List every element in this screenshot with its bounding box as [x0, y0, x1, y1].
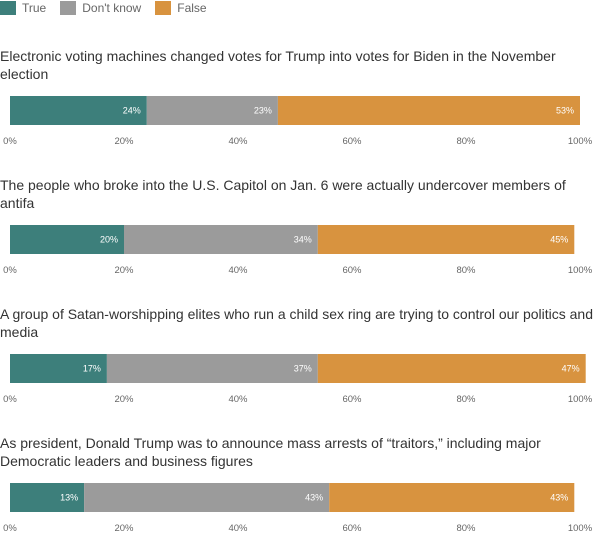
bar-segment-dont-know: [146, 96, 278, 125]
chart-panel-3: A group of Satan-worshipping elites who …: [0, 305, 600, 405]
x-tick-label: 80%: [456, 136, 476, 147]
x-tick-label: 100%: [568, 136, 593, 147]
bar-segment-true: [10, 354, 107, 383]
question-text: Electronic voting machines changed votes…: [0, 48, 556, 82]
x-tick-label: 40%: [228, 394, 248, 405]
chart-panel-2: The people who broke into the U.S. Capit…: [0, 176, 600, 276]
x-tick-label: 80%: [456, 523, 476, 534]
x-tick-label: 60%: [342, 394, 362, 405]
data-label-false: 53%: [556, 106, 574, 116]
data-label-dont-know: 23%: [254, 106, 272, 116]
stacked-bar-chart: 20% 34% 45% 0% 20% 40% 60% 80% 100%: [3, 225, 593, 276]
bar-segment-dont-know: [84, 483, 330, 512]
legend-label-true: True: [22, 1, 47, 15]
x-tick-label: 20%: [114, 394, 134, 405]
legend-swatch-dont-know: [60, 1, 77, 15]
bar-segment-false: [277, 96, 580, 125]
x-tick-label: 0%: [3, 523, 17, 534]
x-tick-label: 0%: [3, 265, 17, 276]
x-tick-label: 20%: [114, 523, 134, 534]
x-tick-label: 80%: [456, 265, 476, 276]
question-text: A group of Satan-worshipping elites who …: [0, 306, 593, 340]
x-tick-label: 60%: [342, 523, 362, 534]
chart-panel-1: Electronic voting machines changed votes…: [0, 47, 600, 147]
bar-segment-true: [10, 483, 85, 512]
bar-segment-false: [317, 225, 575, 254]
question-text: The people who broke into the U.S. Capit…: [0, 177, 566, 211]
bar-segment-false: [329, 483, 575, 512]
data-label-true: 13%: [60, 493, 78, 503]
x-tick-label: 20%: [114, 265, 134, 276]
legend-swatch-false: [155, 1, 172, 15]
data-label-false: 47%: [562, 364, 580, 374]
x-tick-label: 60%: [342, 136, 362, 147]
x-tick-label: 100%: [568, 394, 593, 405]
legend-item-false: False: [155, 1, 207, 15]
data-label-dont-know: 43%: [305, 493, 323, 503]
x-tick-label: 0%: [3, 136, 17, 147]
x-tick-label: 80%: [456, 394, 476, 405]
data-label-dont-know: 37%: [294, 364, 312, 374]
question-text: As president, Donald Trump was to announ…: [0, 435, 541, 469]
legend-label-dont-know: Don't know: [82, 1, 142, 15]
data-label-true: 17%: [83, 364, 101, 374]
bar-segment-true: [10, 225, 124, 254]
legend: True Don't know False: [0, 0, 221, 16]
chart-panel-4: As president, Donald Trump was to announ…: [0, 434, 600, 534]
legend-item-true: True: [0, 1, 46, 15]
x-tick-label: 100%: [568, 523, 593, 534]
stacked-bar-chart: 13% 43% 43% 0% 20% 40% 60% 80% 100%: [3, 483, 593, 534]
bar-segment-dont-know: [106, 354, 318, 383]
data-label-dont-know: 34%: [294, 235, 312, 245]
bar-segment-false: [317, 354, 586, 383]
legend-item-dont-know: Don't know: [60, 1, 141, 15]
x-tick-label: 40%: [228, 523, 248, 534]
x-tick-label: 40%: [228, 136, 248, 147]
x-tick-label: 100%: [568, 265, 593, 276]
legend-swatch-true: [0, 1, 16, 15]
bar-segment-true: [10, 96, 147, 125]
x-tick-label: 0%: [3, 394, 17, 405]
x-tick-label: 20%: [114, 136, 134, 147]
bar-segment-dont-know: [124, 225, 318, 254]
legend-label-false: False: [177, 1, 207, 15]
x-tick-label: 40%: [228, 265, 248, 276]
stacked-bar-chart: 24% 23% 53% 0% 20% 40% 60% 80% 100%: [3, 96, 593, 147]
data-label-false: 45%: [550, 235, 568, 245]
data-label-false: 43%: [550, 493, 568, 503]
data-label-true: 24%: [123, 106, 141, 116]
data-label-true: 20%: [100, 235, 118, 245]
x-tick-label: 60%: [342, 265, 362, 276]
stacked-bar-chart: 17% 37% 47% 0% 20% 40% 60% 80% 100%: [3, 354, 593, 405]
